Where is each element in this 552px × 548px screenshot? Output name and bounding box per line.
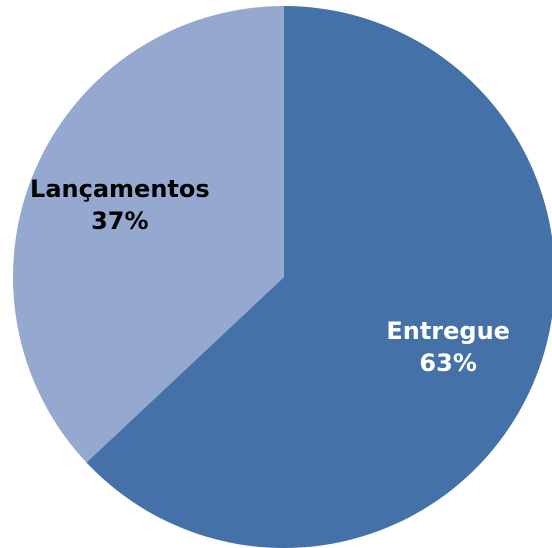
slice-label: Entregue [386, 317, 510, 345]
pie-slice [12, 6, 284, 463]
slice-value-label: 37% [91, 207, 148, 235]
slice-label: Lançamentos [30, 175, 210, 203]
slice-value-label: 63% [419, 349, 476, 377]
pie-slice [86, 6, 552, 548]
